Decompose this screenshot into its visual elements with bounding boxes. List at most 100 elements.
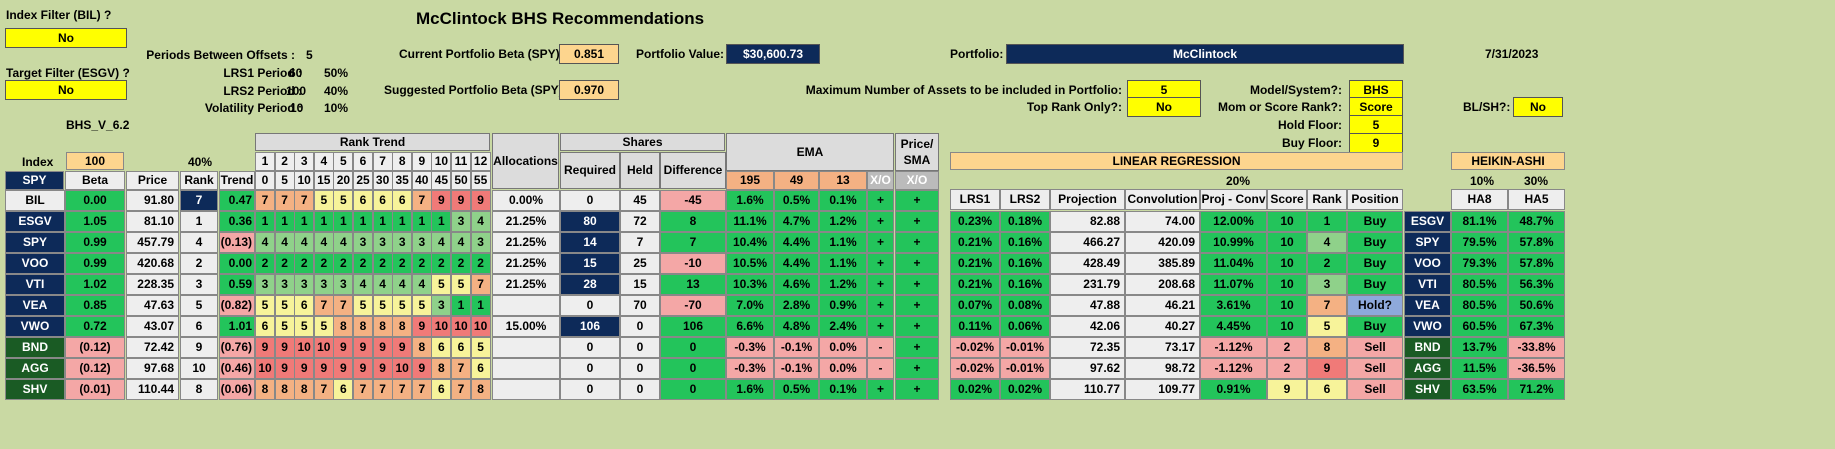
position-cell: Buy	[1347, 274, 1403, 295]
position-cell: Buy	[1347, 232, 1403, 253]
required-cell: 0	[560, 337, 620, 358]
lrs2-cell: 0.08%	[1000, 295, 1050, 316]
lrs1-cell: 0.07%	[950, 295, 1000, 316]
rank-cell: 3	[180, 274, 218, 295]
volatility-period-value: 10	[290, 101, 304, 115]
linreg-header: LINEAR REGRESSION	[950, 152, 1403, 170]
price-cell: 457.79	[126, 232, 179, 253]
ema-xo-cell: +	[867, 316, 894, 337]
difference-cell: 7	[660, 232, 726, 253]
ema195-cell: 1.6%	[726, 190, 774, 211]
rank-trend-offset: 5	[274, 171, 295, 190]
rank2-cell: 1	[1307, 211, 1347, 232]
sma-xo-cell: +	[895, 274, 939, 295]
rank-trend-cell: 8	[411, 337, 432, 358]
hold-floor-label: Hold Floor:	[1278, 118, 1342, 132]
rank-trend-num: 12	[470, 152, 491, 171]
sma-xo-cell: +	[895, 232, 939, 253]
rank-trend-cell: 8	[431, 358, 452, 379]
rank-trend-cell: 8	[333, 316, 354, 337]
required-cell: 0	[560, 379, 620, 400]
score-cell: 10	[1267, 274, 1307, 295]
sma-xo-cell: +	[895, 358, 939, 379]
rank-trend-cell: 4	[255, 232, 275, 253]
proj-conv-cell: 3.61%	[1200, 295, 1267, 316]
rank-trend-cell: 2	[333, 253, 354, 274]
beta-cell: 0.85	[65, 295, 125, 316]
rank-trend-cell: 3	[470, 232, 491, 253]
ema49-cell: 2.8%	[774, 295, 819, 316]
bl-sh-value[interactable]: No	[1513, 97, 1563, 117]
score-cell: 9	[1267, 379, 1307, 400]
rank2-cell: 2	[1307, 253, 1347, 274]
rank-trend-cell: 9	[392, 337, 413, 358]
index-filter-value[interactable]: No	[5, 28, 127, 48]
rank-trend-cell: 4	[294, 232, 315, 253]
score-cell: 10	[1267, 211, 1307, 232]
ema-xo-cell: +	[867, 211, 894, 232]
beta-cell: (0.12)	[65, 358, 125, 379]
trend-cell: 1.01	[219, 316, 255, 337]
target-filter-value[interactable]: No	[5, 80, 127, 100]
model-system-value[interactable]: BHS	[1349, 80, 1403, 100]
rank-trend-cell: 3	[333, 274, 354, 295]
lrs2-header: LRS2	[1000, 189, 1050, 210]
trend-cell: (0.76)	[219, 337, 255, 358]
lrs2-cell: 0.06%	[1000, 316, 1050, 337]
rank-trend-offset: 35	[392, 171, 413, 190]
price-cell: 81.10	[126, 211, 179, 232]
rank-trend-cell: 4	[353, 274, 373, 295]
rank-trend-cell: 9	[294, 358, 315, 379]
rank-trend-cell: 3	[255, 274, 275, 295]
ema195-cell: -0.3%	[726, 358, 774, 379]
rank-trend-cell: 1	[451, 295, 471, 316]
projection-cell: 72.35	[1050, 337, 1125, 358]
ticker-cell: VWO	[5, 316, 65, 337]
top-rank-value[interactable]: No	[1127, 97, 1201, 117]
position-cell: Sell	[1347, 379, 1403, 400]
allocation-cell: 21.25%	[492, 211, 560, 232]
ha5-cell: 56.3%	[1508, 274, 1565, 295]
price-cell: 47.63	[126, 295, 179, 316]
ha8-cell: 80.5%	[1451, 274, 1508, 295]
beta-cell: (0.12)	[65, 337, 125, 358]
position-cell: Buy	[1347, 253, 1403, 274]
required-cell: 0	[560, 295, 620, 316]
difference-cell: -10	[660, 253, 726, 274]
rank-trend-offset: 0	[255, 171, 275, 190]
price-cell: 228.35	[126, 274, 179, 295]
mom-score-value[interactable]: Score	[1349, 97, 1403, 117]
periods-value: 5	[306, 48, 313, 62]
rank2-header: Rank	[1307, 189, 1347, 210]
ha-ticker-cell: ESGV	[1404, 211, 1451, 232]
rank-trend-cell: 9	[333, 337, 354, 358]
ten-pct-label: 10%	[1470, 174, 1495, 188]
held-cell: 25	[620, 253, 660, 274]
rank-trend-cell: 10	[470, 316, 491, 337]
index-filter-label: Index Filter (BIL) ?	[6, 8, 112, 22]
rank-trend-cell: 9	[372, 337, 393, 358]
ha8-cell: 11.5%	[1451, 358, 1508, 379]
trend-cell: 0.47	[219, 190, 255, 211]
rank-trend-num: 1	[255, 152, 275, 171]
hold-floor-value[interactable]: 5	[1349, 115, 1403, 135]
rank2-cell: 6	[1307, 379, 1347, 400]
buy-floor-value[interactable]: 9	[1349, 133, 1403, 153]
lrs2-cell: 0.16%	[1000, 274, 1050, 295]
ema13-cell: 2.4%	[819, 316, 867, 337]
rank-cell: 10	[180, 358, 218, 379]
rank-trend-cell: 4	[470, 211, 491, 232]
convolution-cell: 73.17	[1125, 337, 1200, 358]
rank-trend-cell: 2	[372, 253, 393, 274]
difference-cell: 8	[660, 211, 726, 232]
ema49-cell: -0.1%	[774, 337, 819, 358]
beta-cell: (0.01)	[65, 379, 125, 400]
ema13-cell: 0.1%	[819, 379, 867, 400]
lrs1-cell: 0.02%	[950, 379, 1000, 400]
ema195-cell: 10.5%	[726, 253, 774, 274]
rank-trend-cell: 6	[255, 316, 275, 337]
ema13-cell: 1.1%	[819, 253, 867, 274]
rank-trend-cell: 5	[274, 295, 295, 316]
ha8-header: HA8	[1451, 189, 1508, 210]
periods-label: Periods Between Offsets :	[146, 48, 295, 62]
